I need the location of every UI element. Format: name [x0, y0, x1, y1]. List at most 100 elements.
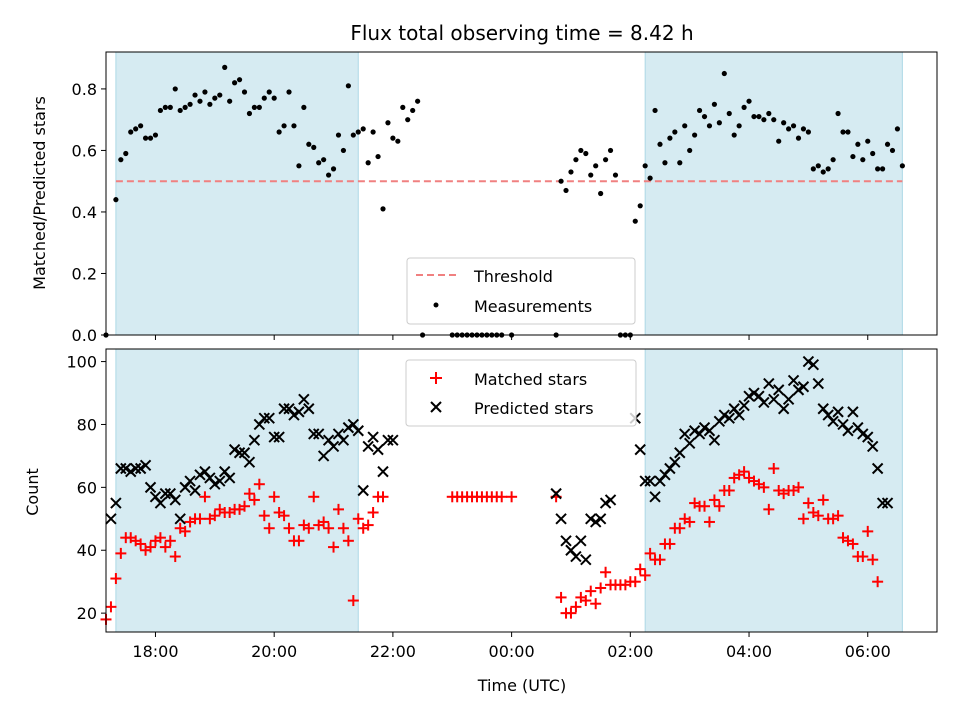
chart-title: Flux total observing time = 8.42 h	[350, 21, 693, 45]
predicted-star-point	[139, 459, 152, 472]
measurement-point	[761, 117, 767, 123]
y-tick-label: 40	[77, 541, 97, 560]
matched-star-point	[303, 522, 315, 534]
predicted-star-point	[599, 497, 612, 509]
measurement-point	[375, 153, 381, 160]
predicted-star-point	[387, 434, 399, 446]
predicted-star-point	[669, 456, 681, 468]
measurement-point	[345, 83, 351, 89]
measurement-point	[157, 107, 164, 114]
matched-star-point	[258, 510, 270, 522]
predicted-star-point	[604, 494, 617, 506]
matched-star-point	[590, 598, 602, 610]
measurement-point	[212, 95, 218, 101]
measurement-point	[207, 101, 213, 107]
matched-star-point	[585, 585, 597, 597]
predicted-star-point	[649, 491, 661, 503]
measurement-point	[400, 104, 406, 110]
measurement-point	[350, 132, 356, 138]
matched-star-point	[169, 551, 181, 563]
predicted-star-point	[758, 396, 770, 409]
predicted-star-point	[797, 381, 810, 393]
y-tick-label: 80	[77, 415, 97, 434]
bottom-y-ticks: 20 40 60 80 100	[66, 353, 106, 623]
matched-star-point	[115, 547, 127, 559]
predicted-star-point	[293, 406, 305, 418]
matched-star-point	[253, 478, 265, 490]
measurement-point	[741, 104, 747, 110]
predicted-star-point	[733, 409, 745, 421]
predicted-star-point	[575, 535, 587, 547]
measurement-point	[118, 157, 124, 163]
predicted-star-point	[233, 447, 246, 459]
predicted-star-point	[105, 513, 117, 525]
measurement-point	[276, 129, 282, 135]
predicted-star-point	[782, 393, 795, 406]
matched-star-point	[308, 491, 320, 503]
top-y-axis-label: Matched/Predicted stars	[30, 96, 49, 290]
measurement-point	[261, 95, 267, 101]
y-tick-label: 60	[77, 478, 97, 497]
x-tick-label: 18:00	[132, 642, 178, 661]
matched-star-point	[684, 516, 696, 528]
predicted-star-point	[842, 425, 854, 437]
measurement-point	[128, 129, 134, 135]
measurement-point	[607, 147, 614, 154]
matched-star-point	[857, 551, 869, 563]
measurement-point	[192, 92, 198, 98]
measurement-point	[152, 132, 159, 138]
matched-star-point	[654, 554, 666, 566]
measurement-point	[142, 135, 149, 141]
x-tick-label: 02:00	[607, 642, 653, 661]
y-tick-label: 0.0	[72, 326, 97, 345]
predicted-star-point	[243, 456, 256, 468]
predicted-star-point	[248, 434, 261, 446]
predicted-star-point	[308, 428, 320, 440]
predicted-star-point	[876, 497, 889, 509]
shaded-region-2	[645, 52, 903, 335]
matched-star-point	[145, 541, 157, 553]
y-tick-label: 20	[77, 604, 97, 623]
x-tick-label: 04:00	[726, 642, 772, 661]
measurement-point	[642, 163, 648, 169]
measurement-point	[632, 218, 638, 224]
predicted-star-point	[743, 390, 755, 402]
measurement-point	[781, 120, 787, 126]
matched-star-point	[179, 525, 191, 537]
predicted-star-point	[594, 513, 607, 525]
measurement-point	[217, 92, 223, 98]
measurement-point	[325, 172, 332, 178]
measurement-point	[602, 157, 609, 163]
measurement-point	[578, 147, 584, 154]
measurement-point	[879, 166, 886, 172]
matched-star-point	[703, 516, 715, 528]
predicted-star-point	[372, 443, 384, 456]
matched-star-point	[263, 522, 275, 534]
matched-legend-swatch	[430, 372, 442, 384]
predicted-star-point	[159, 487, 172, 500]
predicted-star-point	[357, 484, 369, 497]
measurement-point	[766, 110, 772, 117]
measurement-point	[380, 206, 386, 212]
measurement-point	[884, 141, 891, 147]
predicted-star-point	[263, 412, 275, 424]
predicted-star-point	[792, 384, 805, 396]
matched-star-point	[268, 491, 280, 503]
predicted-star-point	[560, 535, 572, 547]
matched-star-point	[347, 595, 359, 607]
bottom-y-axis-label: Count	[23, 468, 42, 516]
matched-star-point	[872, 576, 884, 588]
matched-star-point	[768, 462, 780, 474]
measurement-point	[563, 187, 569, 194]
y-tick-label: 0.4	[72, 203, 97, 222]
measurement-point	[162, 104, 168, 110]
matched-star-point	[209, 510, 221, 522]
measurement-point	[786, 126, 792, 132]
measurement-point	[687, 147, 693, 154]
bottom-plot-frame	[105, 348, 938, 633]
measurement-point	[731, 132, 737, 138]
shaded-region-1	[115, 349, 359, 632]
predicted-star-point	[773, 384, 785, 396]
predicted-star-point	[367, 431, 379, 443]
predicted-star-point	[777, 403, 790, 415]
